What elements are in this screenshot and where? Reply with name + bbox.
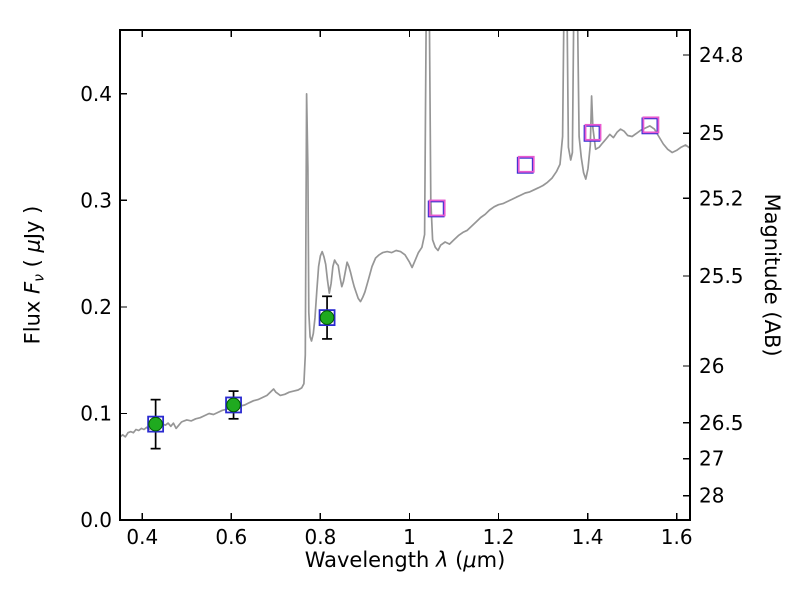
spectrum-line	[120, 30, 690, 438]
model-photometry-square	[225, 396, 242, 414]
mu-jy-symbol: μ	[20, 239, 45, 253]
predicted-photometry-square	[642, 116, 660, 134]
flux-unit-close: Jy )	[20, 205, 45, 240]
y-tick-label-magnitude: 27	[699, 447, 724, 471]
x-axis-unit-close: m)	[476, 548, 506, 572]
y-tick-label-magnitude: 25.5	[699, 264, 744, 288]
x-tick-label: 1.2	[483, 525, 515, 549]
y-tick-label-magnitude: 25	[699, 121, 724, 145]
flux-unit-open: (	[20, 252, 45, 275]
y-axis-right-label: Magnitude (AB)	[760, 193, 784, 356]
y-tick-label-flux: 0.2	[80, 295, 112, 319]
y-axis-left-label: Flux Fν ( μJy )	[21, 206, 48, 345]
y-tick-label-magnitude: 28	[699, 484, 724, 508]
y-tick-label-magnitude: 26.5	[699, 411, 744, 435]
lambda-symbol: λ	[435, 548, 449, 572]
x-axis-label: Wavelength λ (μm)	[120, 548, 690, 572]
y-tick-label-magnitude: 26	[699, 354, 724, 378]
y-tick-label-flux: 0.4	[80, 82, 112, 106]
model-photometry-square	[583, 124, 601, 142]
predicted-photometry-square	[517, 155, 535, 173]
model-photometry-square	[641, 117, 659, 135]
x-tick-label: 1.4	[572, 525, 604, 549]
x-tick-label: 0.6	[215, 525, 247, 549]
x-tick-label: 1.6	[661, 525, 693, 549]
detected-photometry-point	[226, 397, 241, 413]
x-axis-label-text: Wavelength	[304, 548, 436, 572]
y-tick-label-magnitude: 24.8	[699, 43, 744, 67]
magnitude-label-text: Magnitude (AB)	[760, 193, 784, 357]
model-photometry-square	[147, 415, 165, 433]
x-axis-unit-open: (	[448, 548, 464, 572]
x-tick-label: 0.4	[126, 525, 158, 549]
y-tick-label-flux: 0.1	[80, 401, 112, 425]
predicted-photometry-square	[428, 199, 446, 217]
flux-symbol: F	[20, 281, 45, 295]
plot-frame	[119, 29, 691, 521]
flux-label-text: Flux	[20, 294, 45, 345]
mu-symbol: μ	[463, 548, 477, 572]
x-tick-label: 0.8	[304, 525, 336, 549]
model-photometry-square	[427, 200, 445, 218]
detected-photometry-point	[319, 310, 335, 325]
detected-photometry-point	[148, 416, 163, 432]
model-photometry-square	[516, 156, 534, 174]
y-tick-label-magnitude: 25.2	[699, 186, 744, 210]
model-photometry-square	[318, 309, 336, 327]
y-tick-label-flux: 0.3	[80, 188, 112, 212]
y-tick-label-flux: 0.0	[80, 508, 112, 532]
nu-subscript: ν	[31, 274, 48, 282]
predicted-photometry-square	[584, 123, 602, 141]
x-tick-label: 1	[403, 525, 416, 549]
